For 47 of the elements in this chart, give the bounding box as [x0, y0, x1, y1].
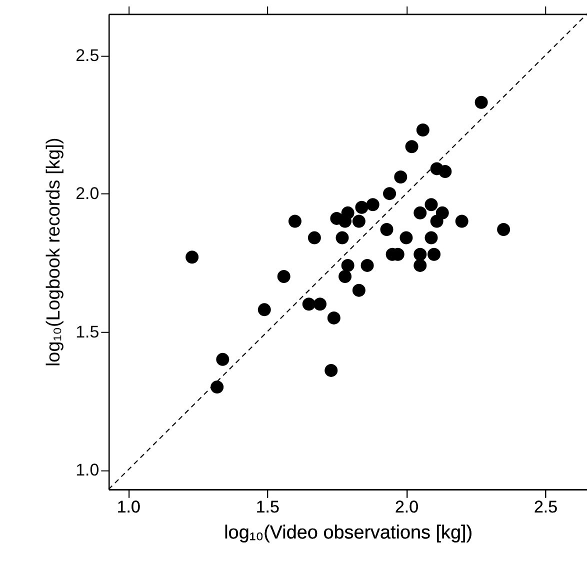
- point: [288, 214, 302, 228]
- point: [414, 248, 427, 261]
- point: [186, 250, 199, 264]
- point: [366, 198, 380, 212]
- point: [258, 303, 271, 316]
- point: [355, 200, 368, 214]
- point: [455, 214, 468, 228]
- point: [400, 231, 413, 244]
- point: [414, 258, 427, 272]
- point: [424, 231, 438, 244]
- point: [383, 187, 396, 200]
- y-tick-label: 1.5: [76, 322, 100, 342]
- point: [314, 298, 326, 311]
- point: [336, 231, 349, 244]
- point: [430, 214, 444, 228]
- point: [424, 198, 438, 212]
- point: [352, 284, 366, 297]
- point: [352, 214, 366, 228]
- point: [438, 164, 452, 178]
- point: [497, 223, 510, 236]
- point: [474, 96, 488, 109]
- point: [216, 352, 230, 366]
- point: [308, 231, 321, 244]
- point: [416, 124, 430, 136]
- point: [302, 298, 316, 311]
- point: [428, 248, 441, 261]
- y-tick-label: 2.0: [76, 184, 100, 204]
- point: [210, 380, 224, 394]
- point: [338, 214, 352, 228]
- x-tick-label: 2.5: [534, 498, 558, 517]
- point: [360, 258, 374, 272]
- x-axis-title: log₁₀(Video observations [kg]): [224, 522, 473, 544]
- point: [394, 170, 408, 184]
- point: [405, 140, 418, 154]
- point: [380, 223, 394, 236]
- point: [277, 270, 290, 283]
- x-tick-label: 2.0: [394, 498, 418, 517]
- point: [341, 258, 354, 272]
- y-axis-title: log₁₀(Logbook records [kg]): [44, 138, 65, 367]
- y-tick-label: 2.5: [76, 46, 100, 65]
- point: [414, 206, 427, 220]
- x-tick-label: 1.5: [256, 498, 280, 517]
- point: [338, 270, 352, 283]
- y-tick-label: 1.0: [76, 460, 100, 480]
- point: [327, 311, 340, 324]
- point: [324, 364, 338, 377]
- x-tick-label: 1.0: [116, 498, 140, 517]
